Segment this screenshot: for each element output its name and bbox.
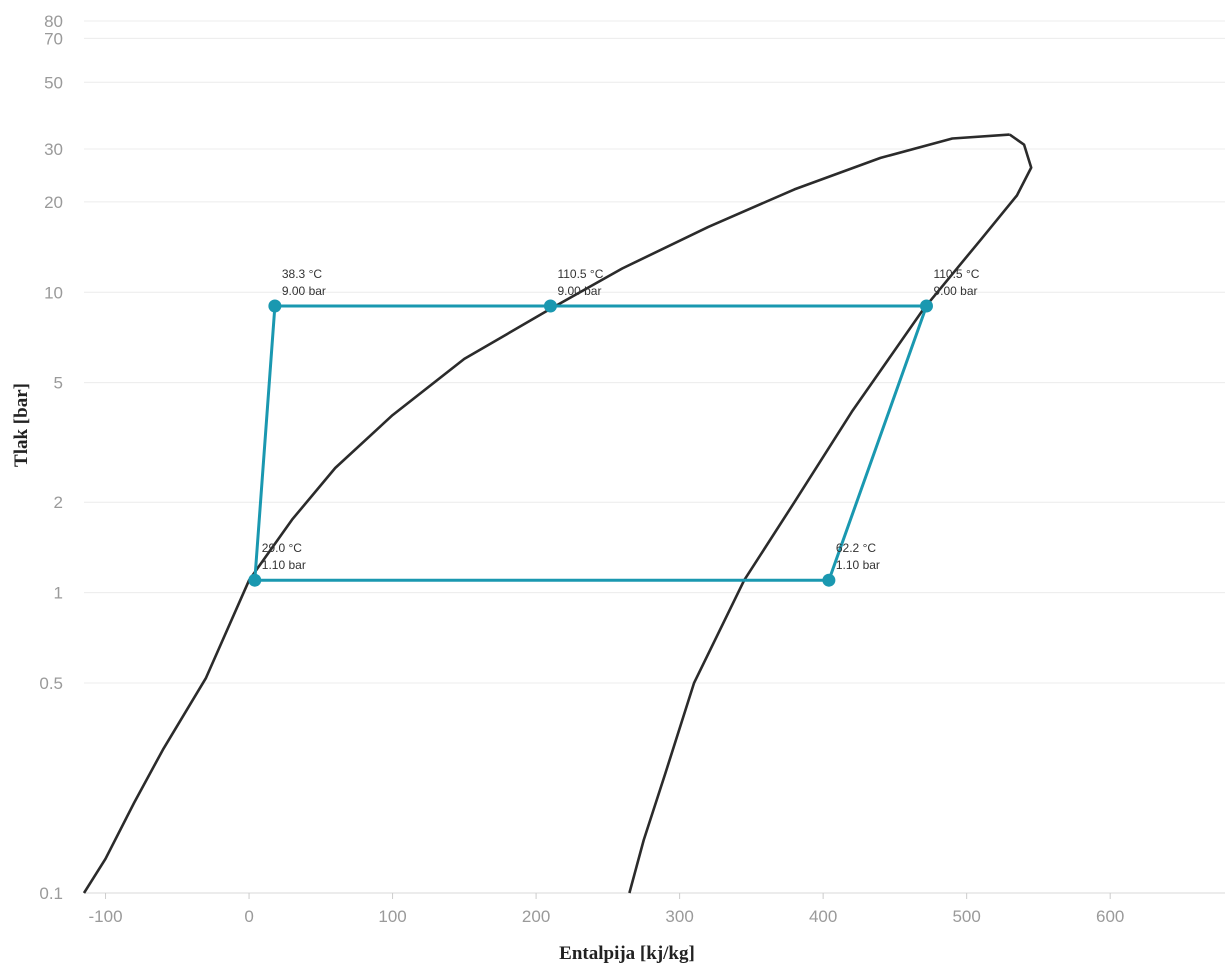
x-tick-label: 600 xyxy=(1096,907,1124,926)
cycle-point-temperature: 110.5 °C xyxy=(557,267,603,281)
cycle-point-temperature: 110.5 °C xyxy=(933,267,979,281)
cycle-point xyxy=(248,573,262,587)
cycle-point-temperature: 29.0 °C xyxy=(262,541,302,555)
cycle-point-temperature: 62.2 °C xyxy=(836,541,876,555)
y-axis-title: Tlak [bar] xyxy=(11,383,32,467)
cycle-point-pressure: 9.00 bar xyxy=(557,284,601,298)
y-tick-label: 30 xyxy=(44,140,63,159)
y-tick-label: 0.5 xyxy=(39,674,63,693)
y-tick-label: 10 xyxy=(44,283,63,302)
saturated-liquid-line xyxy=(82,133,1010,894)
cycle-point xyxy=(543,299,557,313)
y-tick-label: 5 xyxy=(54,374,63,393)
y-tick-label: 1 xyxy=(54,584,63,603)
x-axis-title: Entalpija [kj/kg] xyxy=(559,943,695,964)
cycle-point-pressure: 9.00 bar xyxy=(933,284,977,298)
y-tick-label: 0.1 xyxy=(39,884,63,903)
y-tick-label: 80 xyxy=(44,12,63,31)
x-tick-label: -100 xyxy=(89,907,123,926)
x-tick-label: 100 xyxy=(378,907,406,926)
saturated-vapor-line xyxy=(628,133,1033,894)
x-tick-label: 300 xyxy=(665,907,693,926)
y-tick-label: 20 xyxy=(44,193,63,212)
x-tick-labels: -100 0 100 200 300 400 500 600 xyxy=(89,893,1124,926)
cycle-point-pressure: 9.00 bar xyxy=(282,284,326,298)
x-tick-label: 200 xyxy=(522,907,550,926)
cycle-point xyxy=(268,299,282,313)
point-labels: 38.3 °C 9.00 bar 110.5 °C 9.00 bar 110.5 °C 9… xyxy=(262,267,980,572)
gridlines xyxy=(84,20,1225,894)
x-tick-label: 400 xyxy=(809,907,837,926)
y-tick-label: 70 xyxy=(44,29,63,48)
x-tick-label: 0 xyxy=(244,907,253,926)
cycle-path xyxy=(253,304,928,582)
x-tick-label: 500 xyxy=(952,907,980,926)
y-tick-label: 50 xyxy=(44,73,63,92)
cycle-point xyxy=(822,573,836,587)
saturation-dome xyxy=(82,133,1033,894)
cycle-point-pressure: 1.10 bar xyxy=(262,558,306,572)
refrigeration-cycle xyxy=(248,299,933,587)
y-tick-label: 2 xyxy=(54,493,63,512)
cycle-point-pressure: 1.10 bar xyxy=(836,558,880,572)
cycle-point-temperature: 38.3 °C xyxy=(282,267,322,281)
cycle-point xyxy=(919,299,933,313)
